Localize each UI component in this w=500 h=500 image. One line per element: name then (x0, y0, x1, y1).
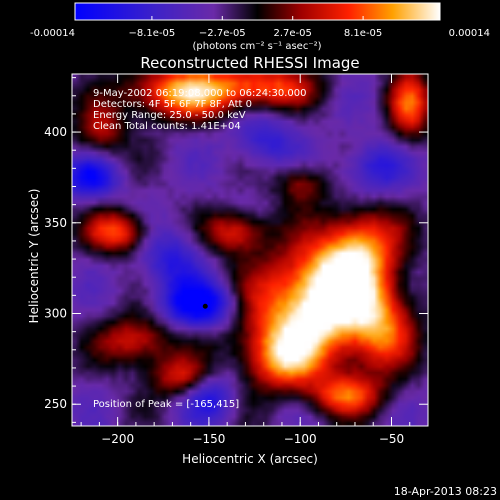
x-tick-label: −150 (192, 432, 225, 446)
plot-frame (71, 73, 429, 427)
annotation-detectors: Detectors: 4F 5F 6F 7F 8F, Att 0 (93, 99, 252, 110)
y-tick-label: 300 (44, 307, 67, 321)
chart-title: Reconstructed RHESSI Image (140, 54, 359, 72)
annotation-clean: Clean Total counts: 1.41E+04 (93, 121, 241, 132)
colorbar-tick-label: −2.7e-05 (199, 28, 246, 39)
colorbar-tick-label: 8.1e-05 (344, 28, 382, 39)
colorbar-tick-label: -0.00014 (30, 28, 75, 39)
colorbar-ticks: -0.00014 −8.1e-05 −2.7e-05 2.7e-05 8.1e-05 0.… (30, 16, 490, 39)
x-tick-label: −200 (101, 432, 134, 446)
colorbar (74, 2, 441, 21)
annotation-energy: Energy Range: 25.0 - 50.0 keV (93, 110, 246, 121)
colorbar-tick-label: 2.7e-05 (274, 28, 312, 39)
peak-marker (202, 303, 208, 309)
colorbar-unit-label: (photons cm⁻² s⁻¹ asec⁻²) (192, 41, 321, 52)
x-tick-label: −100 (284, 432, 317, 446)
colorbar-tick-label: 0.00014 (449, 28, 490, 39)
colorbar-tick-label: −8.1e-05 (129, 28, 176, 39)
annotation-time-range: 9-May-2002 06:19:08.000 to 06:24:30.000 (93, 88, 306, 99)
x-tick-label: −50 (379, 432, 404, 446)
y-tick-label: 250 (44, 397, 67, 411)
y-tick-label: 400 (44, 125, 67, 139)
y-axis-title: Heliocentric Y (arcsec) (27, 189, 41, 324)
footer-timestamp: 18-Apr-2013 08:23 (394, 485, 497, 498)
y-tick-label: 350 (44, 216, 67, 230)
x-axis-title: Heliocentric X (arcsec) (182, 452, 318, 466)
heatmap-image (72, 74, 428, 426)
annotation-peak-position: Position of Peak = [-165,415] (93, 399, 239, 410)
plot-area: −200 −150 −100 −50 250 300 350 400 9-May-2002 06… (44, 73, 429, 446)
